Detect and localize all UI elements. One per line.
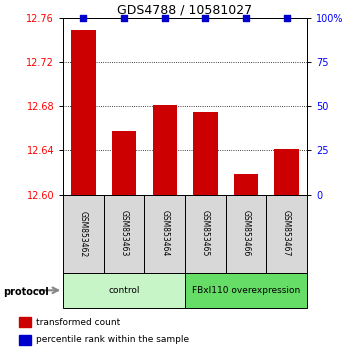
Point	[284, 15, 290, 21]
Text: GSM853465: GSM853465	[201, 210, 210, 257]
Bar	[104, 195, 144, 273]
Bar	[226, 195, 266, 273]
Text: transformed count: transformed count	[36, 318, 120, 327]
Bar	[63, 195, 104, 273]
Bar	[274, 149, 299, 195]
Point	[203, 15, 208, 21]
Text: control: control	[108, 286, 140, 295]
Bar	[19, 318, 31, 327]
Bar	[234, 174, 258, 195]
Bar	[63, 273, 185, 308]
Text: percentile rank within the sample: percentile rank within the sample	[36, 335, 189, 344]
Text: FBxl110 overexpression: FBxl110 overexpression	[192, 286, 300, 295]
Bar	[185, 195, 226, 273]
Text: GSM853462: GSM853462	[79, 211, 88, 257]
Text: GSM853466: GSM853466	[242, 210, 251, 257]
Bar	[193, 112, 217, 195]
Bar	[112, 131, 136, 195]
Point	[243, 15, 249, 21]
Bar	[185, 273, 307, 308]
Bar	[144, 195, 185, 273]
Text: protocol: protocol	[4, 287, 49, 297]
Bar	[71, 30, 96, 195]
Point	[121, 15, 127, 21]
Bar	[266, 195, 307, 273]
Bar	[152, 105, 177, 195]
Bar	[19, 335, 31, 345]
Text: GSM853467: GSM853467	[282, 210, 291, 257]
Text: GSM853463: GSM853463	[119, 210, 129, 257]
Text: GSM853464: GSM853464	[160, 210, 169, 257]
Title: GDS4788 / 10581027: GDS4788 / 10581027	[117, 4, 253, 17]
Point	[81, 15, 86, 21]
Point	[162, 15, 168, 21]
